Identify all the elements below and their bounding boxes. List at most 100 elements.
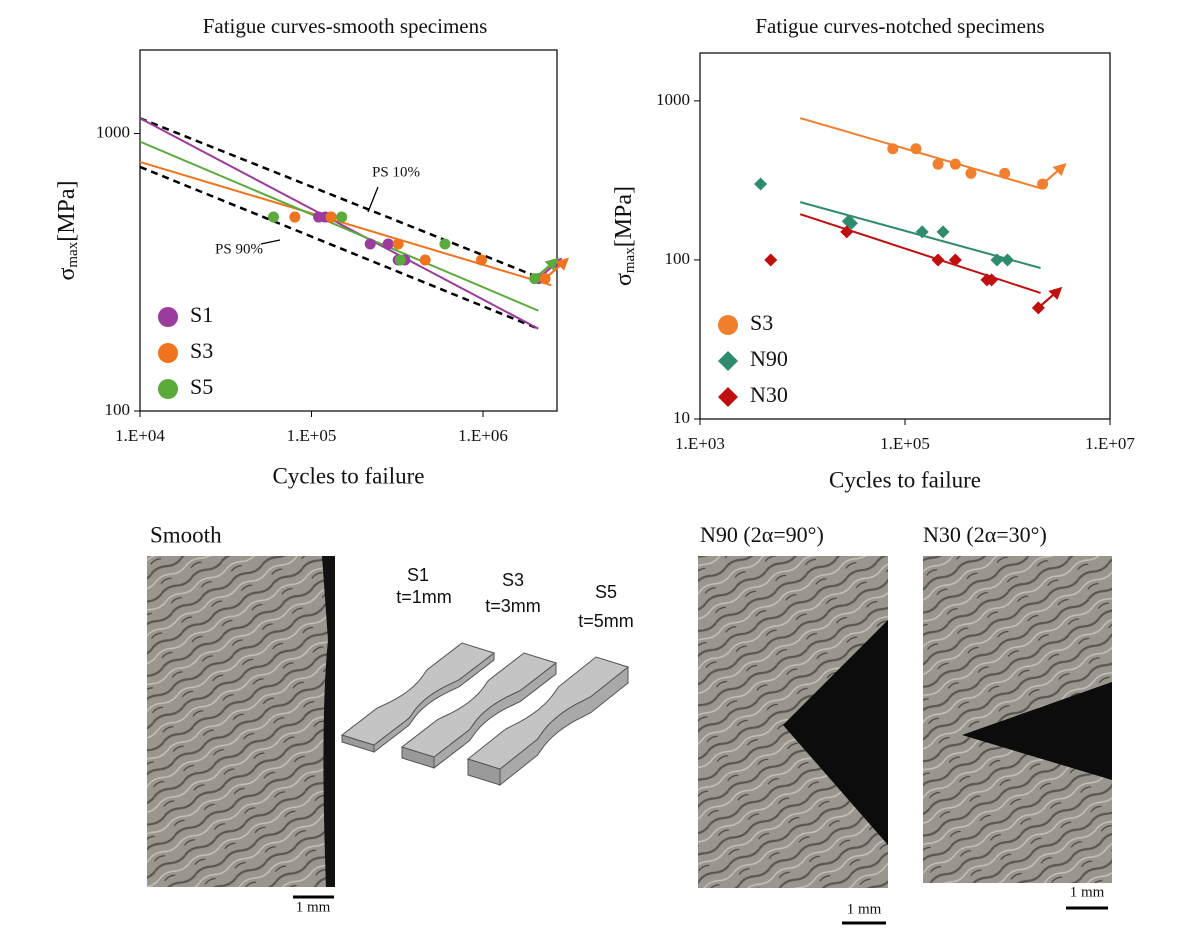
data-point xyxy=(476,254,488,266)
scale-label: 1 mm xyxy=(1070,884,1105,900)
data-point xyxy=(965,167,977,179)
data-point xyxy=(325,211,337,223)
fit-line xyxy=(139,160,552,287)
fit-line xyxy=(799,213,1041,294)
legend-marker xyxy=(158,343,178,363)
legend-label: S1 xyxy=(190,302,213,327)
legend-label: S3 xyxy=(190,338,213,363)
data-point xyxy=(910,143,922,155)
legend-label: S3 xyxy=(750,310,773,335)
data-point xyxy=(932,158,944,170)
data-point xyxy=(364,238,376,250)
leader-line xyxy=(260,239,281,245)
y-axis-label-unit: [MPa] xyxy=(54,180,80,241)
specimen-name: S1 xyxy=(407,565,429,585)
x-tick-label: 1.E+04 xyxy=(115,426,165,445)
data-point xyxy=(990,253,1004,267)
specimen-thickness: t=1mm xyxy=(396,587,452,607)
notch xyxy=(783,620,888,845)
y-axis-label-subscript: max xyxy=(65,241,81,267)
y-axis-label-symbol: σ xyxy=(611,273,637,286)
scale-label: 1 mm xyxy=(296,899,331,915)
data-point xyxy=(382,238,394,250)
micrograph-smooth xyxy=(147,556,335,887)
specimen-top xyxy=(400,652,558,758)
data-point xyxy=(392,238,404,250)
specimen-top xyxy=(340,642,496,746)
bound-label: PS 10% xyxy=(372,164,420,180)
fit-line xyxy=(139,117,539,330)
data-point xyxy=(289,211,301,223)
legend-label: N30 xyxy=(750,382,788,407)
specimen-thickness: t=5mm xyxy=(578,611,634,631)
data-point xyxy=(1001,253,1014,267)
edge xyxy=(322,556,335,887)
runout-arrowhead xyxy=(555,257,570,271)
y-axis-label-symbol: σ xyxy=(54,268,80,281)
y-tick-label: 1000 xyxy=(656,90,690,109)
chart-title: Fatigue curves-smooth specimens xyxy=(203,14,488,38)
data-point xyxy=(754,177,768,191)
x-tick-label: 1.E+03 xyxy=(675,434,725,453)
x-tick-label: 1.E+06 xyxy=(458,426,508,445)
runout-arrow xyxy=(533,263,552,280)
fit-line xyxy=(139,140,539,312)
legend-marker xyxy=(158,379,178,399)
legend-marker xyxy=(718,315,738,335)
data-point xyxy=(999,167,1011,179)
y-tick-label: 100 xyxy=(105,400,131,419)
runout-arrowhead xyxy=(1052,163,1067,177)
y-axis-label: σmax[MPa] xyxy=(611,186,639,286)
specimen-thickness: t=3mm xyxy=(485,596,541,616)
x-tick-label: 1.E+05 xyxy=(880,434,930,453)
data-point xyxy=(985,273,999,287)
legend-marker xyxy=(718,387,738,407)
data-point xyxy=(840,225,854,239)
y-axis-label-subscript: max xyxy=(622,247,638,273)
runout-arrow xyxy=(1037,292,1056,309)
data-point xyxy=(948,253,962,267)
legend-marker xyxy=(158,307,178,327)
y-tick-label: 10 xyxy=(673,408,690,427)
data-point xyxy=(267,211,279,223)
specimen-name: S5 xyxy=(595,582,617,602)
x-tick-label: 1.E+07 xyxy=(1085,434,1135,453)
bound-label: PS 90% xyxy=(215,241,263,257)
data-point xyxy=(394,254,406,266)
data-point xyxy=(915,225,929,239)
specimen-top xyxy=(466,656,630,770)
data-point xyxy=(887,143,899,155)
x-tick-label: 1.E+05 xyxy=(287,426,337,445)
x-axis-label: Cycles to failure xyxy=(272,463,424,488)
y-axis-label: σmax[MPa] xyxy=(54,180,82,280)
runout-arrowhead xyxy=(544,257,559,271)
plot-frame xyxy=(139,49,558,412)
data-point xyxy=(336,211,348,223)
probability-bound xyxy=(139,117,543,280)
specimen-name: S3 xyxy=(502,570,524,590)
data-point xyxy=(931,253,945,267)
notch xyxy=(962,682,1112,780)
y-tick-label: 100 xyxy=(665,249,691,268)
data-point xyxy=(419,254,431,266)
x-axis-label: Cycles to failure xyxy=(829,467,981,492)
legend-label: N90 xyxy=(750,346,788,371)
legend-marker xyxy=(718,351,738,371)
data-point xyxy=(764,253,778,267)
runout-arrow xyxy=(544,263,562,280)
leader-line xyxy=(367,186,379,213)
panel-label: N90 (2α=90°) xyxy=(700,522,824,547)
data-point xyxy=(949,158,961,170)
y-tick-label: 1000 xyxy=(96,122,130,141)
scale-label: 1 mm xyxy=(847,901,882,917)
data-point xyxy=(936,225,950,239)
data-point xyxy=(844,216,858,230)
y-axis-label-unit: [MPa] xyxy=(611,186,637,247)
runout-arrow xyxy=(1041,169,1060,185)
panel-label: N30 (2α=30°) xyxy=(923,522,1047,547)
panel-label: Smooth xyxy=(150,522,222,547)
chart-title: Fatigue curves-notched specimens xyxy=(755,14,1044,38)
runout-arrowhead xyxy=(1048,286,1063,300)
